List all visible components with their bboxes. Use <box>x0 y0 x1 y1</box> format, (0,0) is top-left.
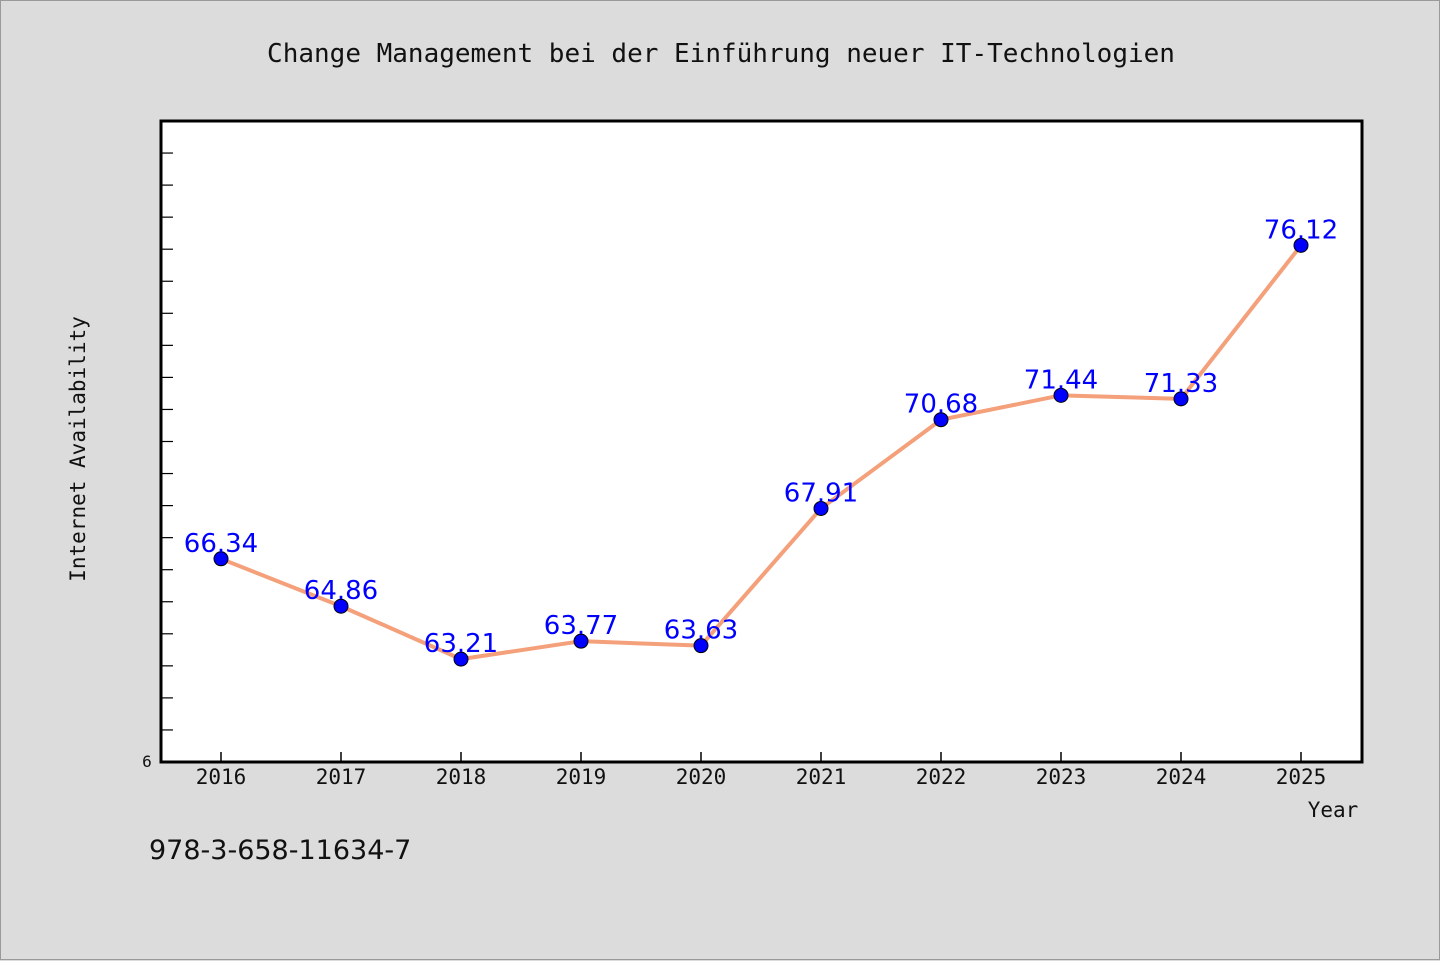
x-tick-label: 2020 <box>676 765 727 789</box>
plot-frame <box>159 119 1364 764</box>
y-axis-min-label: 6 <box>142 752 152 771</box>
plot-area <box>161 121 1362 762</box>
y-axis-label: Internet Availability <box>66 316 90 582</box>
data-label: 71.44 <box>1024 365 1098 395</box>
data-label: 63.77 <box>544 611 618 641</box>
data-label: 64.86 <box>304 576 378 606</box>
x-tick-label: 2024 <box>1156 765 1207 789</box>
data-label: 71.33 <box>1144 369 1218 399</box>
x-tick-label: 2017 <box>316 765 367 789</box>
x-tick-label: 2023 <box>1036 765 1087 789</box>
x-tick-label: 2016 <box>196 765 247 789</box>
data-label: 66.34 <box>184 529 258 559</box>
data-point <box>1053 387 1069 403</box>
data-label: 67.91 <box>784 478 858 508</box>
footnote-isbn: 978-3-658-11634-7 <box>149 835 412 866</box>
data-label: 63.21 <box>424 629 498 659</box>
x-tick-label: 2022 <box>916 765 967 789</box>
data-point <box>453 651 469 667</box>
x-tick-label: 2019 <box>556 765 607 789</box>
y-axis-ticks <box>161 152 173 731</box>
x-tick-label: 2021 <box>796 765 847 789</box>
data-point <box>1173 391 1189 407</box>
data-label: 76.12 <box>1264 215 1338 245</box>
x-tick-label: 2025 <box>1276 765 1327 789</box>
data-label: 63.63 <box>664 616 738 646</box>
series-line <box>219 243 1303 662</box>
data-point <box>933 412 949 428</box>
data-labels: 66.34 64.86 63.21 63.77 63.63 67.91 70.68 71.44… <box>184 215 1338 659</box>
data-point <box>1293 237 1309 253</box>
data-point <box>573 633 589 649</box>
data-point <box>813 500 829 516</box>
data-label: 70.68 <box>904 390 978 420</box>
series-markers <box>213 237 1309 667</box>
data-point <box>213 551 229 567</box>
data-point <box>693 638 709 654</box>
chart-title: Change Management bei der Einführung neu… <box>267 39 1175 69</box>
x-tick-label: 2018 <box>436 765 487 789</box>
data-point <box>333 598 349 614</box>
x-axis-label: Year <box>1308 798 1359 822</box>
x-axis-ticks: 2016 2017 2018 2019 2020 2021 2022 2023 2024 2025 <box>196 752 1327 789</box>
